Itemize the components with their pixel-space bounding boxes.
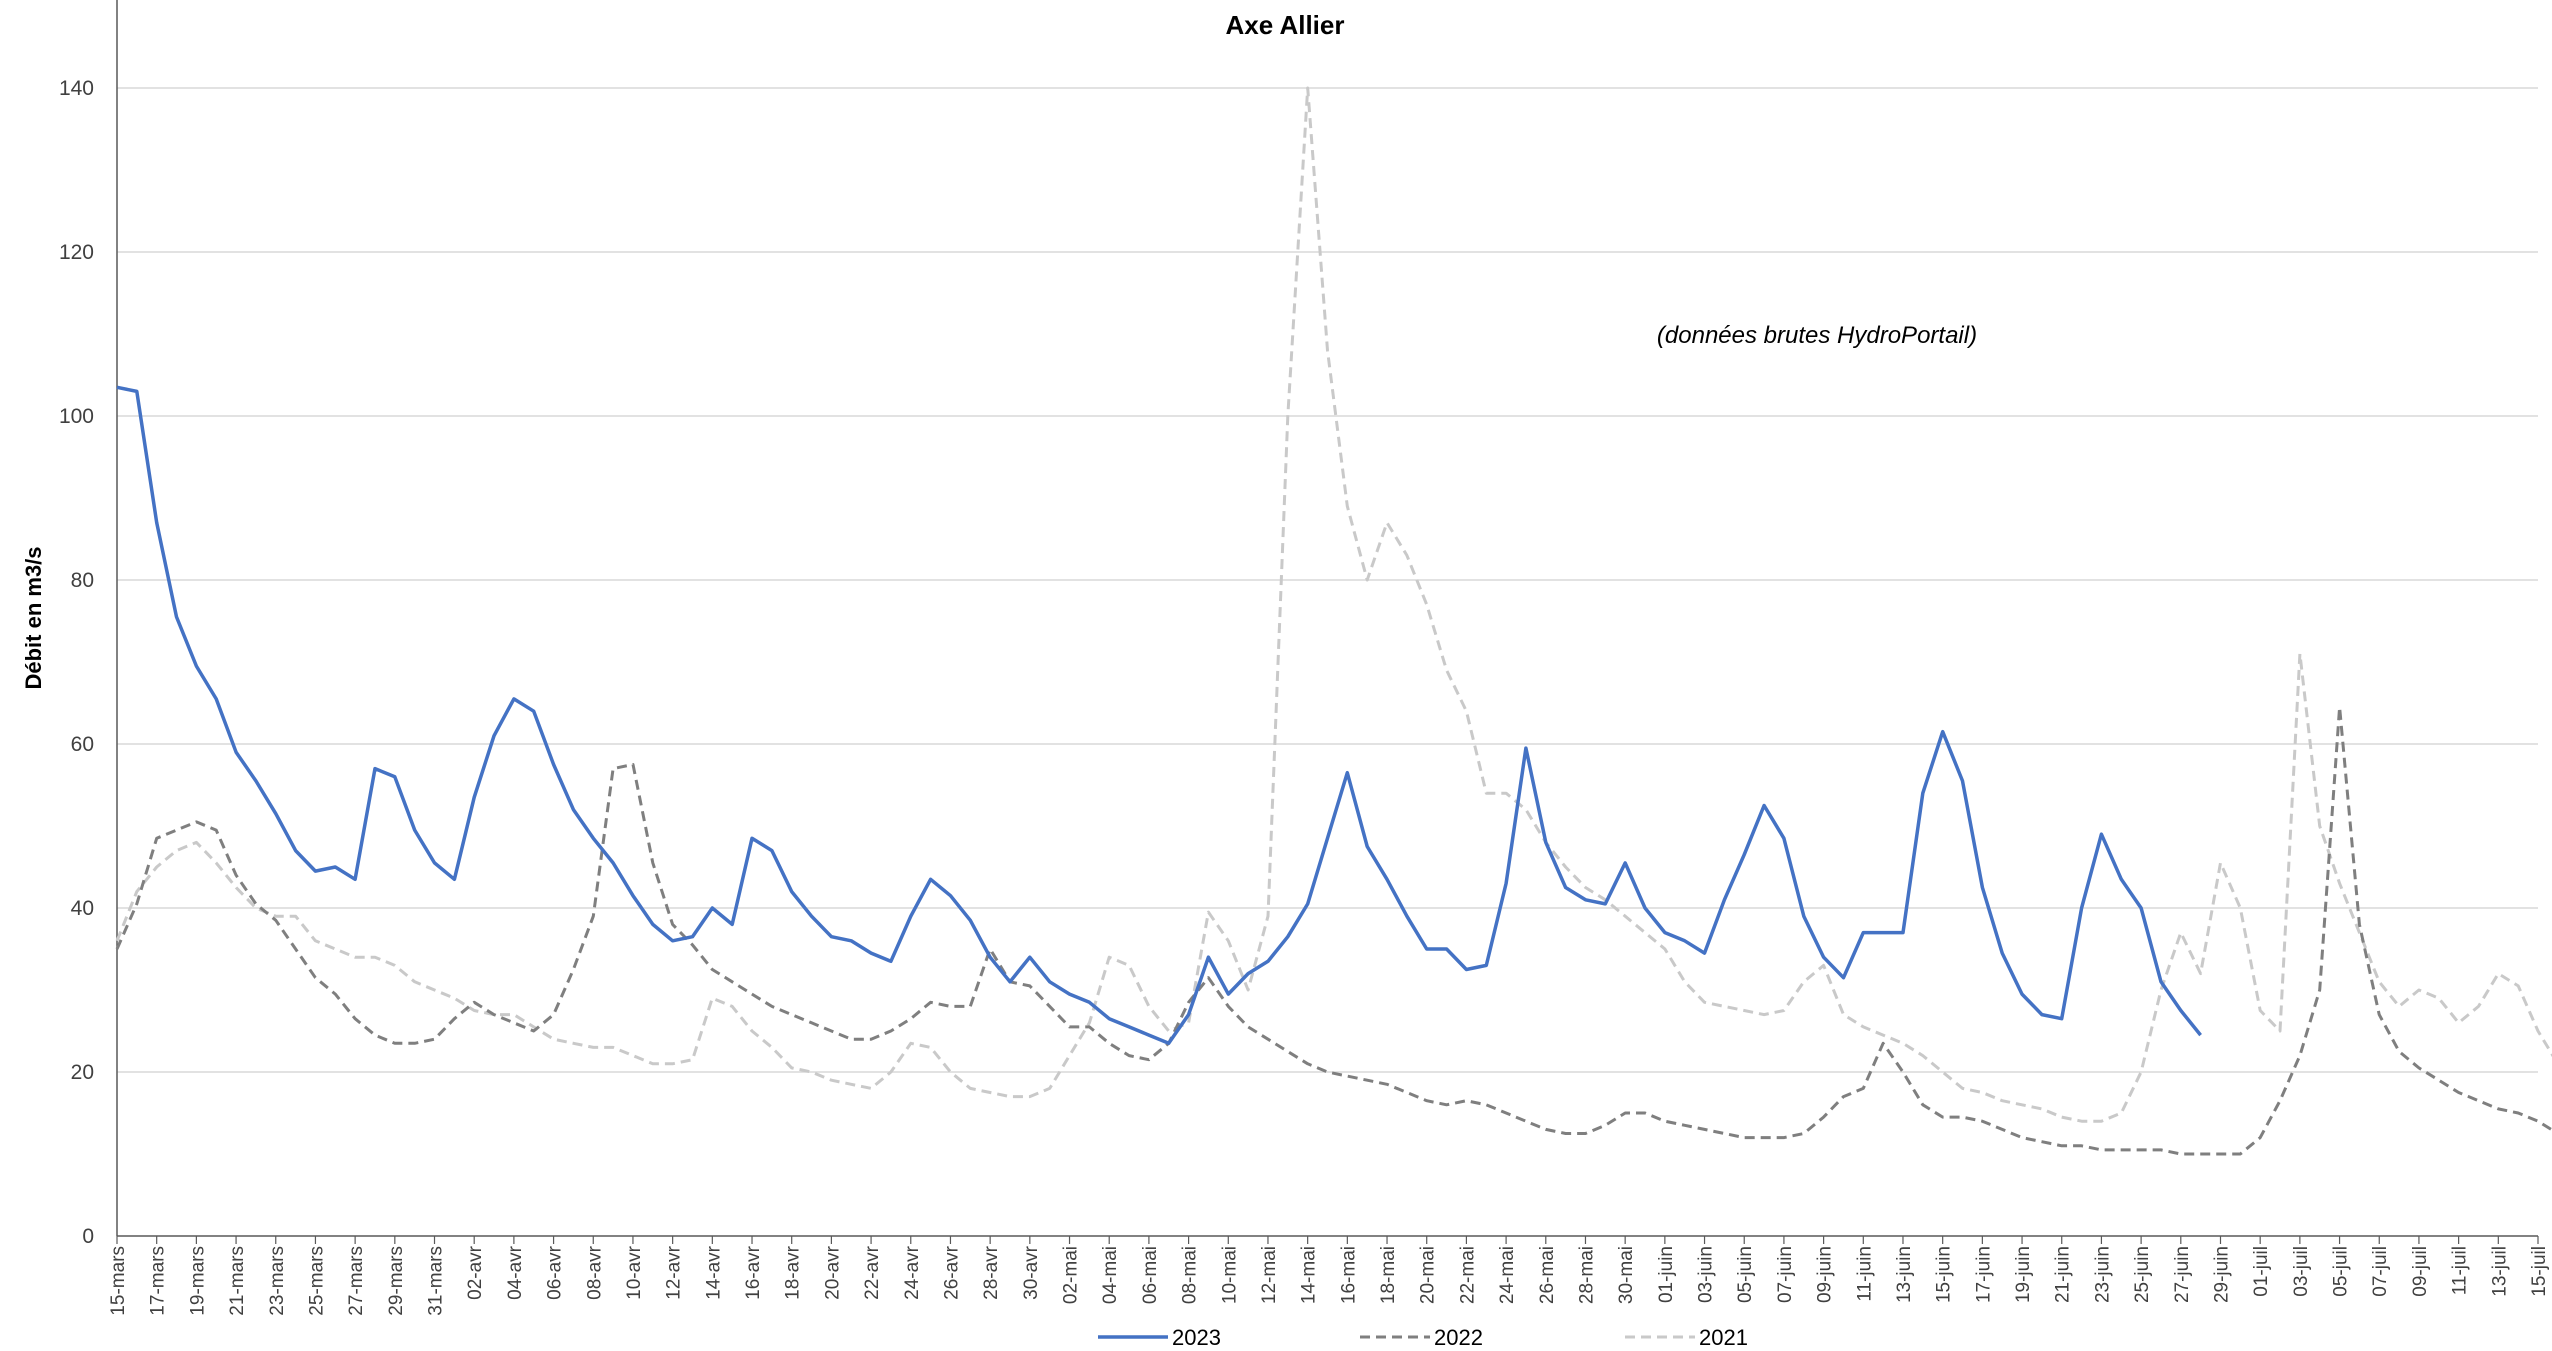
x-tick-label: 24-avr	[902, 1245, 923, 1300]
y-tick-label: 40	[71, 897, 94, 920]
x-tick-label: 05-juil	[2331, 1246, 2352, 1297]
x-tick-label: 07-juil	[2370, 1246, 2391, 1297]
x-tick-label: 25-mars	[306, 1246, 327, 1316]
x-tick-label: 08-avr	[584, 1245, 605, 1300]
x-tick-label: 19-mars	[187, 1246, 208, 1316]
x-tick-label: 02-avr	[465, 1245, 486, 1300]
source-annotation: (données brutes HydroPortail)	[1657, 322, 1977, 349]
chart-title: Axe Allier	[1226, 10, 1345, 40]
x-tick-label: 17-mars	[148, 1246, 169, 1316]
x-tick-label: 26-avr	[941, 1245, 962, 1300]
x-tick-label: 21-juin	[2053, 1246, 2074, 1303]
x-tick-label: 29-mars	[386, 1246, 407, 1316]
x-tick-label: 09-juil	[2410, 1246, 2431, 1297]
x-tick-labels: 15-mars 17-mars 19-mars 21-mars 23-mars 25-ma…	[108, 1236, 2550, 1316]
x-tick-label: 15-juil	[2529, 1246, 2550, 1297]
x-tick-label: 15-mars	[108, 1246, 129, 1316]
x-tick-label: 27-mars	[346, 1246, 367, 1316]
x-tick-label: 02-mai	[1061, 1246, 1082, 1304]
x-tick-label: 26-mai	[1537, 1246, 1558, 1304]
series-line-2022	[115, 705, 2552, 1156]
y-tick-label: 60	[71, 733, 94, 756]
x-tick-label: 23-mars	[267, 1246, 288, 1316]
x-tick-label: 16-avr	[743, 1245, 764, 1300]
x-tick-label: 01-juil	[2251, 1246, 2272, 1297]
x-tick-label: 04-avr	[505, 1245, 526, 1300]
series-line-2023	[116, 385, 2202, 1046]
x-tick-label: 08-mai	[1180, 1246, 1201, 1304]
x-tick-label: 29-juin	[2211, 1246, 2232, 1303]
y-tick-label: 20	[71, 1061, 94, 1084]
x-tick-label: 03-juin	[1696, 1246, 1717, 1303]
x-tick-label: 06-avr	[545, 1245, 566, 1300]
x-tick-label: 18-avr	[783, 1245, 804, 1300]
x-tick-label: 11-juil	[2450, 1246, 2471, 1295]
x-tick-label: 20-avr	[822, 1245, 843, 1300]
y-tick-label: 140	[59, 77, 94, 100]
legend-label-2022: 2022	[1434, 1325, 1483, 1350]
x-tick-label: 04-mai	[1100, 1246, 1121, 1304]
x-tick-label: 27-juin	[2172, 1246, 2193, 1303]
x-tick-label: 13-juil	[2489, 1246, 2510, 1297]
y-tick-label: 0	[82, 1225, 94, 1248]
x-tick-label: 05-juin	[1735, 1246, 1756, 1303]
x-tick-label: 12-avr	[664, 1245, 685, 1300]
x-tick-label: 03-juil	[2291, 1246, 2312, 1297]
legend: 2023 2022 2021	[1098, 1325, 1748, 1350]
x-tick-label: 06-mai	[1140, 1246, 1161, 1304]
x-tick-label: 10-mai	[1219, 1246, 1240, 1304]
x-tick-label: 28-mai	[1576, 1246, 1597, 1304]
gridlines	[117, 87, 2538, 1073]
x-tick-label: 14-avr	[703, 1245, 724, 1300]
x-tick-label: 12-mai	[1259, 1246, 1280, 1304]
x-tick-label: 30-mai	[1616, 1246, 1637, 1304]
x-tick-label: 30-avr	[1021, 1245, 1042, 1300]
x-tick-label: 16-mai	[1338, 1246, 1359, 1304]
x-tick-label: 14-mai	[1299, 1246, 1320, 1304]
x-tick-label: 19-juin	[2013, 1246, 2034, 1303]
x-tick-label: 28-avr	[981, 1245, 1002, 1300]
legend-label-2021: 2021	[1699, 1325, 1748, 1350]
x-tick-label: 21-mars	[227, 1246, 248, 1316]
x-tick-label: 24-mai	[1497, 1246, 1518, 1304]
x-tick-label: 20-mai	[1418, 1246, 1439, 1304]
x-tick-label: 13-juin	[1894, 1246, 1915, 1303]
y-tick-label: 100	[59, 405, 94, 428]
x-tick-label: 18-mai	[1378, 1246, 1399, 1304]
x-tick-label: 31-mars	[426, 1246, 447, 1316]
x-tick-label: 23-juin	[2092, 1246, 2113, 1303]
y-axis-label: Débit en m3/s	[21, 546, 46, 689]
legend-label-2023: 2023	[1172, 1325, 1221, 1350]
y-tick-labels: 0 20 40 60 80 100 120 140	[59, 77, 94, 1248]
y-tick-label: 80	[71, 569, 94, 592]
y-tick-label: 120	[59, 241, 94, 264]
x-tick-label: 15-juin	[1934, 1246, 1955, 1303]
x-tick-label: 10-avr	[624, 1245, 645, 1300]
x-tick-label: 25-juin	[2132, 1246, 2153, 1303]
x-tick-label: 22-mai	[1457, 1246, 1478, 1304]
x-tick-label: 09-juin	[1815, 1246, 1836, 1303]
x-tick-label: 11-juin	[1854, 1246, 1875, 1302]
series-lines	[115, 86, 2552, 1156]
x-tick-label: 22-avr	[862, 1245, 883, 1300]
x-tick-label: 17-juin	[1973, 1246, 1994, 1303]
x-tick-label: 07-juin	[1775, 1246, 1796, 1303]
x-tick-label: 01-juin	[1656, 1246, 1677, 1303]
